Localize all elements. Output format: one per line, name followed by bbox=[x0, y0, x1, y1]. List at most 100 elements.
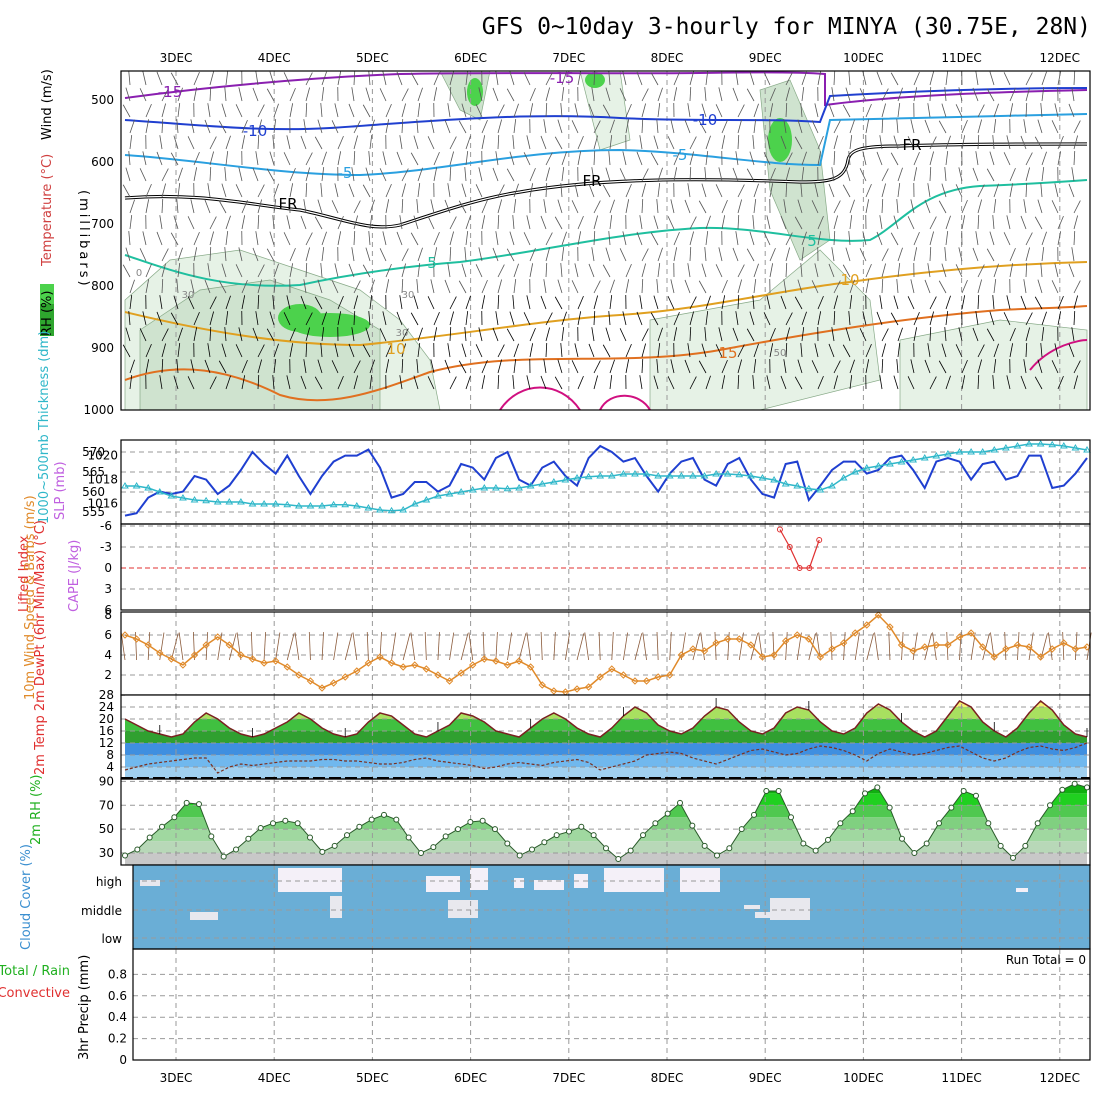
wind-barb bbox=[896, 359, 899, 374]
wind-barb bbox=[129, 119, 135, 134]
wind-speed-marker bbox=[781, 637, 790, 645]
wind-barb bbox=[673, 87, 678, 102]
thickness-marker bbox=[503, 484, 512, 492]
wind-barb bbox=[705, 71, 709, 86]
wind-barb bbox=[321, 632, 324, 661]
wind-barb bbox=[913, 71, 920, 86]
wind-barb bbox=[321, 87, 325, 102]
wind-barb bbox=[399, 135, 403, 150]
wind-barb bbox=[817, 295, 824, 310]
wind-barb bbox=[907, 216, 915, 230]
y-tick-label: 560 bbox=[82, 485, 105, 499]
wind-barb bbox=[673, 231, 680, 246]
wind-barb bbox=[449, 296, 457, 310]
wind-barb bbox=[224, 87, 227, 102]
thickness-marker bbox=[1001, 444, 1010, 451]
bottom-day-label: 5DEC bbox=[356, 1071, 389, 1085]
wind-barb bbox=[667, 296, 675, 310]
wind-barb bbox=[657, 327, 663, 342]
rh-marker bbox=[578, 823, 585, 830]
wind-barb bbox=[641, 263, 647, 278]
wind-barb bbox=[769, 87, 776, 102]
wind-barb bbox=[1006, 375, 1011, 390]
contour-label: FR bbox=[902, 136, 921, 154]
wind-barb bbox=[859, 168, 867, 182]
wind-barb bbox=[1003, 232, 1011, 246]
wind-barb bbox=[161, 343, 167, 358]
rh-high-area bbox=[467, 78, 483, 106]
wind-barb bbox=[321, 71, 327, 86]
wind-barb bbox=[828, 183, 835, 198]
rh-high-area bbox=[768, 118, 792, 162]
wind-barb bbox=[705, 231, 709, 246]
wind-speed-marker bbox=[445, 677, 454, 685]
high-cloud-block bbox=[574, 874, 588, 888]
wind-barb bbox=[1037, 199, 1043, 214]
wind-barb bbox=[401, 278, 404, 294]
wind-barb bbox=[353, 215, 359, 230]
wind-barb bbox=[362, 104, 371, 118]
wind-barb bbox=[465, 231, 469, 246]
wind-speed-marker bbox=[863, 621, 871, 629]
wind-speed-marker bbox=[839, 639, 848, 647]
wind-barb bbox=[413, 135, 419, 150]
wind-barb bbox=[843, 632, 846, 661]
cloud-level-label: low bbox=[102, 932, 123, 946]
wind-barb bbox=[337, 231, 342, 246]
wind-barb bbox=[938, 200, 947, 214]
wind-barb bbox=[369, 375, 373, 390]
wind-barb bbox=[209, 151, 215, 166]
wind-barb bbox=[1073, 135, 1079, 150]
wind-speed-marker bbox=[723, 635, 732, 643]
wind-panel-frame bbox=[120, 611, 1091, 696]
wind-barb bbox=[977, 374, 980, 390]
wind-barb bbox=[497, 264, 505, 278]
wind-barb bbox=[545, 312, 553, 326]
wind-barb bbox=[1009, 167, 1016, 182]
wind-barb bbox=[657, 103, 661, 118]
bottom-day-label: 8DEC bbox=[651, 1071, 684, 1085]
y-tick-label: 24 bbox=[99, 700, 114, 714]
wind-barb bbox=[752, 295, 755, 310]
wind-barb bbox=[235, 264, 243, 278]
rh-marker bbox=[1059, 786, 1066, 793]
wind-barb bbox=[673, 247, 678, 262]
wind-barb bbox=[204, 359, 211, 374]
wind-barb bbox=[391, 632, 397, 661]
wind-speed-marker bbox=[271, 657, 280, 665]
wind-barb bbox=[986, 248, 995, 262]
wind-barb bbox=[977, 184, 985, 198]
slp-label: SLP (mb) bbox=[53, 461, 68, 520]
wind-barb bbox=[849, 135, 853, 150]
wind-barb bbox=[269, 71, 275, 86]
wind-barb bbox=[1034, 296, 1043, 310]
wind-barb bbox=[416, 199, 419, 214]
wind-barb bbox=[396, 151, 403, 166]
wind-barb bbox=[817, 71, 822, 86]
rh-marker bbox=[1022, 842, 1029, 849]
wind-barb bbox=[1009, 247, 1016, 262]
rh-marker bbox=[405, 834, 412, 841]
wind-speed-marker bbox=[1071, 645, 1080, 653]
wind-barb bbox=[379, 632, 382, 661]
wind-barb bbox=[286, 375, 291, 390]
rh-marker bbox=[936, 820, 942, 827]
wind-barb bbox=[529, 103, 534, 118]
wind-barb bbox=[209, 311, 215, 326]
wind-barb bbox=[526, 215, 531, 230]
wind-barb bbox=[529, 263, 534, 278]
wind-barb bbox=[305, 167, 311, 182]
wind-speed-marker bbox=[260, 659, 268, 667]
wind-barb bbox=[577, 231, 582, 246]
wind-barb bbox=[433, 327, 438, 342]
wind-barb bbox=[379, 88, 387, 102]
wind-barb bbox=[478, 327, 483, 342]
wind-barb bbox=[416, 279, 419, 294]
wind-speed-marker bbox=[538, 681, 546, 689]
wind-barb bbox=[257, 104, 265, 118]
wind-barb bbox=[1054, 103, 1059, 118]
lifted-panel-frame bbox=[120, 523, 1091, 611]
wind-barb bbox=[1009, 183, 1014, 198]
rh-marker bbox=[997, 842, 1004, 849]
wind-barb bbox=[1057, 135, 1064, 150]
